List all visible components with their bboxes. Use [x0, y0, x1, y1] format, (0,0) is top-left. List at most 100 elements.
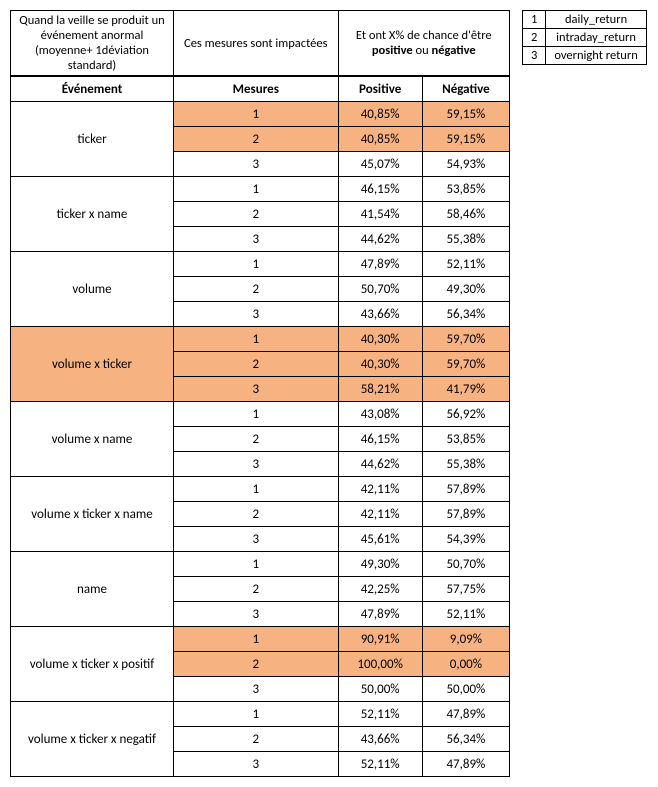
event-cell: volume x ticker x name — [11, 477, 174, 552]
negative-cell: 56,34% — [422, 727, 509, 752]
negative-cell: 47,89% — [422, 702, 509, 727]
positive-cell: 40,30% — [338, 352, 422, 377]
positive-cell: 43,66% — [338, 302, 422, 327]
negative-cell: 56,34% — [422, 302, 509, 327]
negative-cell: 59,70% — [422, 352, 509, 377]
measure-cell: 2 — [174, 652, 339, 677]
negative-cell: 52,11% — [422, 252, 509, 277]
positive-cell: 41,54% — [338, 202, 422, 227]
col-event: Événement — [11, 76, 174, 102]
positive-cell: 90,91% — [338, 627, 422, 652]
negative-cell: 59,70% — [422, 327, 509, 352]
measure-cell: 3 — [174, 302, 339, 327]
positive-cell: 40,85% — [338, 102, 422, 127]
legend-table: 1daily_return2intraday_return3overnight … — [522, 10, 647, 65]
measure-cell: 1 — [174, 177, 339, 202]
measure-cell: 1 — [174, 402, 339, 427]
measure-cell: 2 — [174, 502, 339, 527]
positive-cell: 100,00% — [338, 652, 422, 677]
positive-cell: 42,25% — [338, 577, 422, 602]
negative-cell: 49,30% — [422, 277, 509, 302]
measure-cell: 2 — [174, 577, 339, 602]
col-measure: Mesures — [174, 76, 339, 102]
legend-number: 3 — [523, 47, 546, 65]
main-table: Quand la veille se produit un événement … — [10, 10, 510, 777]
event-cell: volume x ticker x positif — [11, 627, 174, 702]
negative-cell: 47,89% — [422, 752, 509, 777]
event-cell: name — [11, 552, 174, 627]
positive-cell: 43,66% — [338, 727, 422, 752]
positive-cell: 44,62% — [338, 452, 422, 477]
positive-cell: 47,89% — [338, 252, 422, 277]
measure-cell: 3 — [174, 677, 339, 702]
negative-cell: 41,79% — [422, 377, 509, 402]
positive-cell: 58,21% — [338, 377, 422, 402]
measure-cell: 1 — [174, 702, 339, 727]
legend-number: 2 — [523, 29, 546, 47]
measure-cell: 3 — [174, 602, 339, 627]
event-cell: volume x ticker x negatif — [11, 702, 174, 777]
legend-label: overnight return — [546, 47, 646, 65]
negative-cell: 59,15% — [422, 127, 509, 152]
negative-cell: 50,70% — [422, 552, 509, 577]
col-negative: Négative — [422, 76, 509, 102]
measure-cell: 3 — [174, 527, 339, 552]
event-cell: ticker — [11, 102, 174, 177]
positive-cell: 50,70% — [338, 277, 422, 302]
negative-cell: 56,92% — [422, 402, 509, 427]
measure-cell: 1 — [174, 477, 339, 502]
measure-cell: 1 — [174, 327, 339, 352]
event-cell: volume x name — [11, 402, 174, 477]
negative-cell: 52,11% — [422, 602, 509, 627]
legend-number: 1 — [523, 11, 546, 29]
measure-cell: 3 — [174, 452, 339, 477]
measure-cell: 2 — [174, 127, 339, 152]
measure-cell: 1 — [174, 627, 339, 652]
negative-cell: 57,89% — [422, 477, 509, 502]
positive-cell: 43,08% — [338, 402, 422, 427]
positive-cell: 45,61% — [338, 527, 422, 552]
negative-cell: 9,09% — [422, 627, 509, 652]
negative-cell: 57,75% — [422, 577, 509, 602]
event-cell: volume — [11, 252, 174, 327]
positive-cell: 40,85% — [338, 127, 422, 152]
positive-cell: 49,30% — [338, 552, 422, 577]
measure-cell: 2 — [174, 202, 339, 227]
header-col-1: Quand la veille se produit un événement … — [11, 11, 174, 77]
legend-label: daily_return — [546, 11, 646, 29]
negative-cell: 53,85% — [422, 177, 509, 202]
event-cell: ticker x name — [11, 177, 174, 252]
header-col-3: Et ont X% de chance d'être positive ou n… — [338, 11, 509, 77]
positive-cell: 47,89% — [338, 602, 422, 627]
positive-cell: 46,15% — [338, 427, 422, 452]
positive-cell: 44,62% — [338, 227, 422, 252]
event-cell: volume x ticker — [11, 327, 174, 402]
measure-cell: 1 — [174, 102, 339, 127]
positive-cell: 42,11% — [338, 502, 422, 527]
measure-cell: 2 — [174, 427, 339, 452]
measure-cell: 3 — [174, 377, 339, 402]
measure-cell: 1 — [174, 252, 339, 277]
positive-cell: 40,30% — [338, 327, 422, 352]
measure-cell: 2 — [174, 727, 339, 752]
positive-cell: 52,11% — [338, 752, 422, 777]
measure-cell: 2 — [174, 352, 339, 377]
legend-label: intraday_return — [546, 29, 646, 47]
negative-cell: 55,38% — [422, 227, 509, 252]
measure-cell: 3 — [174, 752, 339, 777]
measure-cell: 2 — [174, 277, 339, 302]
negative-cell: 59,15% — [422, 102, 509, 127]
positive-cell: 52,11% — [338, 702, 422, 727]
col-positive: Positive — [338, 76, 422, 102]
positive-cell: 46,15% — [338, 177, 422, 202]
negative-cell: 0,00% — [422, 652, 509, 677]
positive-cell: 42,11% — [338, 477, 422, 502]
negative-cell: 57,89% — [422, 502, 509, 527]
positive-cell: 50,00% — [338, 677, 422, 702]
measure-cell: 3 — [174, 227, 339, 252]
negative-cell: 53,85% — [422, 427, 509, 452]
negative-cell: 55,38% — [422, 452, 509, 477]
positive-cell: 45,07% — [338, 152, 422, 177]
negative-cell: 50,00% — [422, 677, 509, 702]
measure-cell: 3 — [174, 152, 339, 177]
